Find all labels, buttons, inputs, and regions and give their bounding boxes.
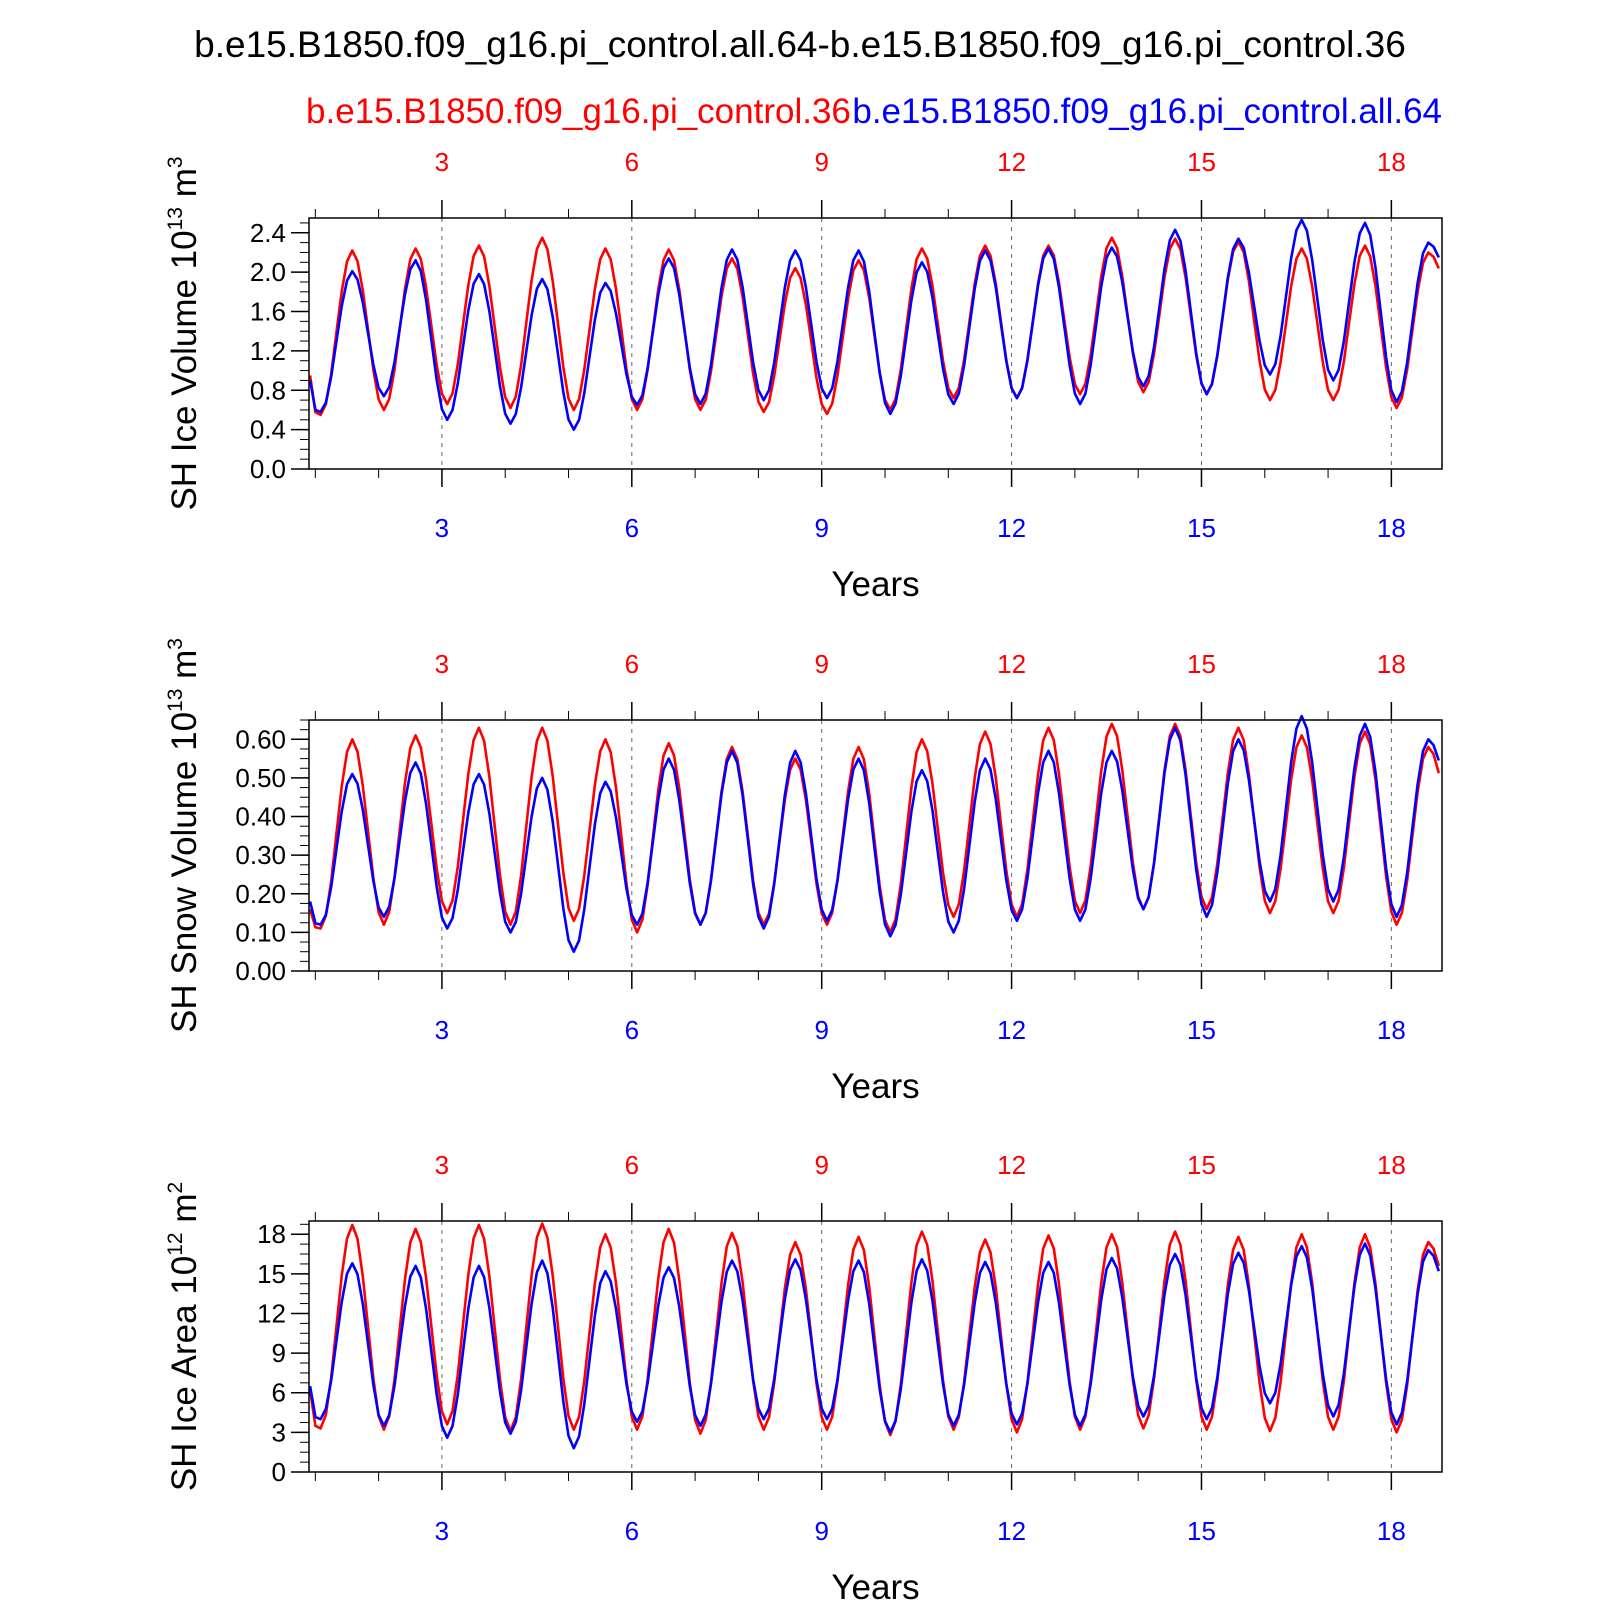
x-tick-label-top: 18 xyxy=(1377,1150,1406,1180)
x-axis-label: Years xyxy=(831,1067,919,1106)
chart-panel-1: 0.0 0.4 0.8 1.2 1.6 2.0 2.4 3 3 6 6 9 9 12 12 15 15 18 18 Y… xyxy=(164,147,1443,604)
legend-red-run-label: b.e15.B1850.f09_g16.pi_control.36 xyxy=(306,92,851,131)
x-tick-label-top: 3 xyxy=(435,1150,449,1180)
x-tick-label-bottom: 6 xyxy=(625,1516,639,1546)
plot-frame xyxy=(308,217,1443,470)
x-tick-label-top: 3 xyxy=(435,147,449,177)
chart-panel-2: 0.00 0.10 0.20 0.30 0.40 0.50 0.60 3 3 6 6 9 9 12 12 15… xyxy=(164,638,1443,1106)
y-axis-label-ylabel-exp: 13 xyxy=(164,207,187,230)
x-tick-label-top: 12 xyxy=(997,147,1026,177)
y-tick-label: 0 xyxy=(272,1457,286,1487)
y-tick-label: 0.10 xyxy=(235,917,286,947)
series-line-blue xyxy=(308,714,1441,954)
y-tick-label: 18 xyxy=(257,1219,286,1249)
y-tick-label: 9 xyxy=(272,1338,286,1368)
y-tick-label: 15 xyxy=(257,1259,286,1289)
chart-panel-3: 0 3 6 9 12 15 18 3 3 6 6 9 9 12 12 15 15 18 18 Years SH Ice … xyxy=(164,1150,1443,1600)
x-tick-label-bottom: 15 xyxy=(1187,1516,1216,1546)
y-tick-label: 6 xyxy=(272,1378,286,1408)
x-tick-label-bottom: 3 xyxy=(435,1516,449,1546)
x-tick-label-top: 9 xyxy=(814,147,828,177)
y-axis-label-ylabel-unit: m xyxy=(165,1194,204,1233)
y-tick-label: 0.40 xyxy=(235,802,286,832)
x-tick-label-bottom: 12 xyxy=(997,513,1026,543)
y-axis-label-ylabel-unit-exp: 2 xyxy=(164,1182,187,1194)
main-title: b.e15.B1850.f09_g16.pi_control.all.64-b.… xyxy=(194,24,1406,65)
x-tick-label-bottom: 12 xyxy=(997,1015,1026,1045)
y-tick-label: 0.60 xyxy=(235,724,286,754)
y-tick-label: 0.00 xyxy=(235,956,286,986)
x-tick-label-top: 9 xyxy=(814,1150,828,1180)
x-tick-label-top: 15 xyxy=(1187,1150,1216,1180)
plot-frame xyxy=(308,1220,1443,1473)
x-tick-label-top: 15 xyxy=(1187,649,1216,679)
x-tick-label-top: 6 xyxy=(625,147,639,177)
y-axis-label-ylabel-unit-exp: 3 xyxy=(164,156,187,168)
y-tick-label: 0.0 xyxy=(250,454,286,484)
x-tick-label-bottom: 18 xyxy=(1377,1516,1406,1546)
y-axis-label-ylabel-unit: m xyxy=(165,168,204,207)
y-axis-label-ylabel-exp: 13 xyxy=(164,689,187,712)
x-tick-label-bottom: 6 xyxy=(625,1015,639,1045)
x-tick-label-bottom: 12 xyxy=(997,1516,1026,1546)
y-axis-label: SH Ice Volume 1013 m3 xyxy=(164,156,204,510)
x-tick-label-top: 6 xyxy=(625,1150,639,1180)
x-tick-label-bottom: 9 xyxy=(814,513,828,543)
x-tick-label-bottom: 3 xyxy=(435,1015,449,1045)
x-tick-label-bottom: 9 xyxy=(814,1015,828,1045)
y-tick-label: 0.30 xyxy=(235,840,286,870)
x-tick-label-top: 3 xyxy=(435,649,449,679)
y-axis-label-ylabel: SH Ice Area 10 xyxy=(165,1256,204,1491)
x-tick-label-bottom: 3 xyxy=(435,513,449,543)
x-axis-label: Years xyxy=(831,1568,919,1600)
y-axis-label-ylabel-unit: m xyxy=(165,650,204,689)
y-axis-label: SH Snow Volume 1013 m3 xyxy=(164,638,204,1033)
x-tick-label-top: 6 xyxy=(625,649,639,679)
x-tick-label-bottom: 18 xyxy=(1377,1015,1406,1045)
y-tick-label: 3 xyxy=(272,1417,286,1447)
y-axis-label-ylabel-exp: 12 xyxy=(164,1232,187,1255)
x-tick-label-bottom: 6 xyxy=(625,513,639,543)
x-tick-label-bottom: 18 xyxy=(1377,513,1406,543)
x-tick-label-top: 12 xyxy=(997,1150,1026,1180)
x-tick-label-top: 18 xyxy=(1377,649,1406,679)
y-tick-label: 2.0 xyxy=(250,257,286,287)
y-tick-label: 0.8 xyxy=(250,375,286,405)
series-line-blue xyxy=(308,218,1440,431)
x-tick-label-top: 9 xyxy=(814,649,828,679)
panels-group: 0.0 0.4 0.8 1.2 1.6 2.0 2.4 3 3 6 6 9 9 12 12 15 15 18 18 Y… xyxy=(164,147,1443,1600)
y-tick-label: 0.20 xyxy=(235,879,286,909)
y-axis-label: SH Ice Area 1012 m2 xyxy=(164,1182,204,1491)
legend-blue-run-label: b.e15.B1850.f09_g16.pi_control.all.64 xyxy=(852,92,1442,131)
x-tick-label-bottom: 15 xyxy=(1187,1015,1216,1045)
x-tick-label-top: 12 xyxy=(997,649,1026,679)
y-tick-label: 0.50 xyxy=(235,763,286,793)
y-tick-label: 12 xyxy=(257,1298,286,1328)
y-tick-label: 1.2 xyxy=(250,336,286,366)
x-tick-label-bottom: 9 xyxy=(814,1516,828,1546)
y-tick-label: 2.4 xyxy=(250,218,286,248)
x-tick-label-bottom: 15 xyxy=(1187,513,1216,543)
series-line-blue xyxy=(308,1242,1441,1450)
x-tick-label-top: 15 xyxy=(1187,147,1216,177)
y-tick-label: 1.6 xyxy=(250,297,286,327)
y-axis-label-ylabel: SH Snow Volume 10 xyxy=(165,712,204,1033)
y-tick-label: 0.4 xyxy=(250,415,286,445)
x-axis-label: Years xyxy=(831,565,919,604)
y-axis-label-ylabel: SH Ice Volume 10 xyxy=(165,230,204,510)
x-tick-label-top: 18 xyxy=(1377,147,1406,177)
y-axis-label-ylabel-unit-exp: 3 xyxy=(164,638,187,650)
